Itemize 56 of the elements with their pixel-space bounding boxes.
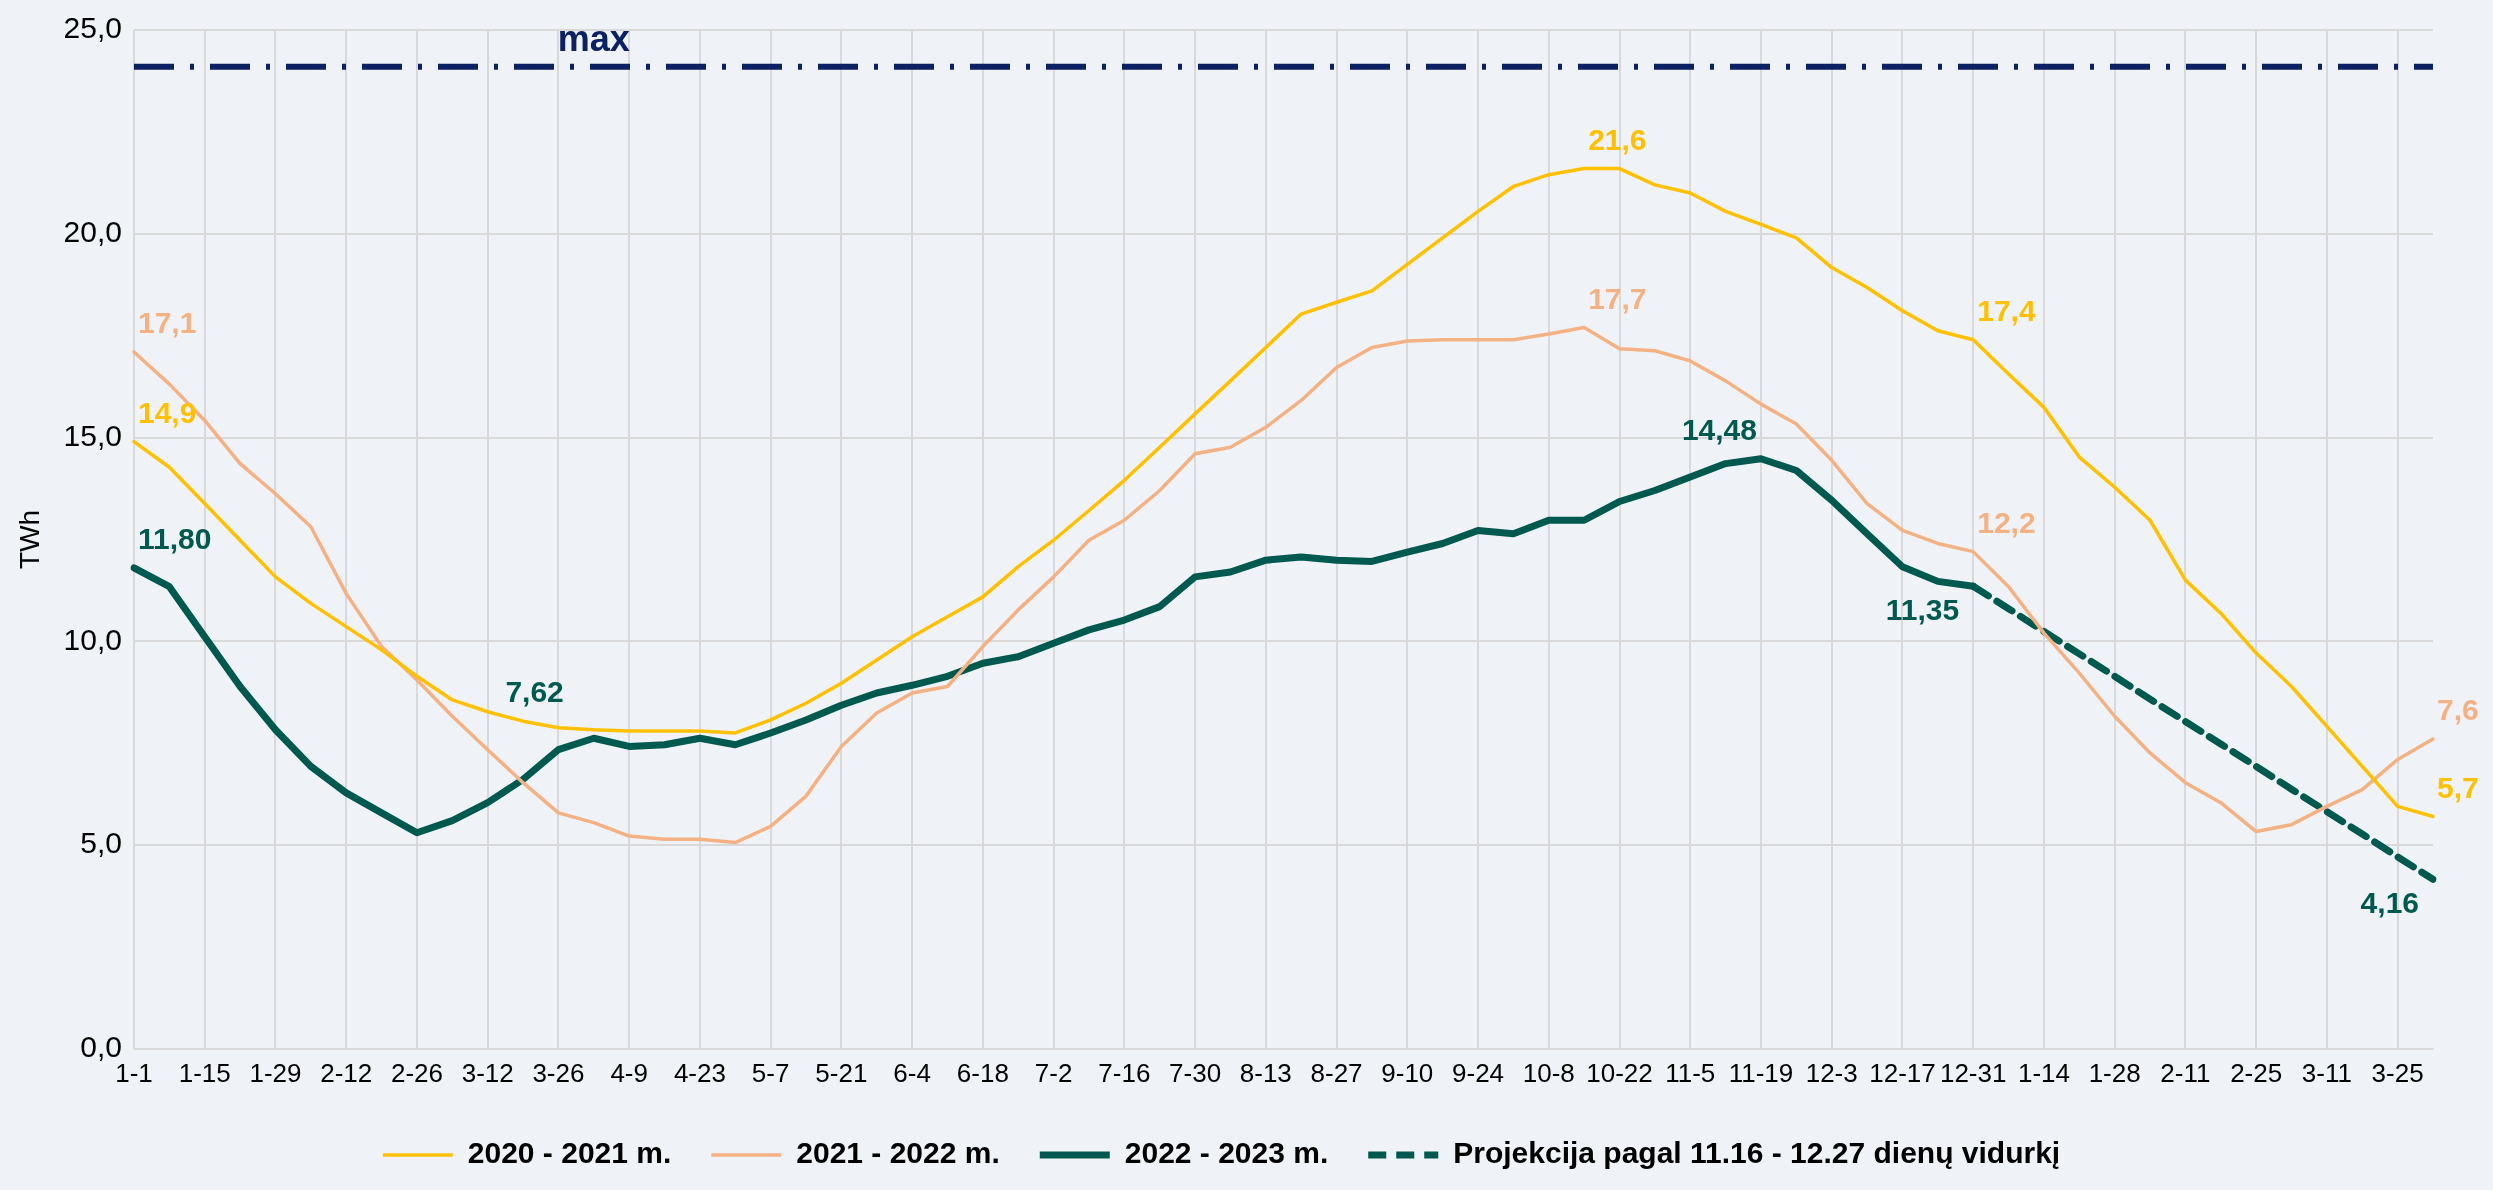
x-tick-label: 3-11 [2301, 1057, 2352, 1088]
x-tick-label: 4-23 [673, 1057, 726, 1088]
y-tick-label: 20,0 [63, 215, 122, 249]
x-tick-label: 1-14 [2017, 1057, 2070, 1088]
x-tick-label: 5-7 [751, 1057, 790, 1088]
x-tick-label: 3-26 [532, 1057, 585, 1088]
y-tick-label: 10,0 [63, 622, 122, 656]
data-label: 7,62 [505, 674, 564, 708]
data-label: 14,9 [137, 395, 197, 429]
x-tick-label: 4-9 [610, 1057, 648, 1088]
x-tick-label: 8-13 [1239, 1057, 1292, 1088]
legend-label: 2022 - 2023 m. [1124, 1136, 1329, 1170]
y-tick-label: 5,0 [80, 826, 122, 860]
x-tick-label: 12-31 [1939, 1057, 2007, 1088]
data-label: 7,6 [2437, 693, 2479, 727]
x-tick-label: 1-28 [2088, 1057, 2141, 1088]
x-tick-label: 7-30 [1169, 1057, 1222, 1088]
x-tick-label: 7-2 [1034, 1057, 1073, 1088]
x-tick-label: 6-4 [893, 1057, 931, 1088]
x-tick-label: 11-5 [1665, 1057, 1716, 1088]
data-label: 11,80 [137, 522, 212, 556]
data-label: 17,7 [1588, 281, 1647, 315]
x-tick-label: 1-29 [249, 1057, 302, 1088]
data-label: 21,6 [1588, 122, 1647, 156]
ref-line-label: max [557, 17, 630, 59]
x-tick-label: 2-26 [390, 1057, 443, 1088]
y-axis-title: TWh [13, 509, 45, 569]
x-tick-label: 1-15 [178, 1057, 231, 1088]
x-tick-label: 12-3 [1805, 1057, 1858, 1088]
x-tick-label: 6-18 [956, 1057, 1009, 1088]
x-tick-label: 7-16 [1098, 1057, 1151, 1088]
legend-label: 2020 - 2021 m. [467, 1136, 672, 1170]
x-tick-label: 10-22 [1586, 1057, 1653, 1088]
legend-label: 2021 - 2022 m. [796, 1136, 1000, 1170]
y-tick-label: 15,0 [63, 418, 122, 452]
data-label: 4,16 [2360, 885, 2419, 919]
y-tick-label: 25,0 [63, 11, 122, 45]
data-label: 17,1 [137, 306, 197, 340]
data-label: 12,2 [1977, 505, 2036, 539]
x-tick-label: 3-12 [461, 1057, 514, 1088]
legend-label: Projekcija pagal 11.16 - 12.27 dienų vidurkį [1453, 1136, 2061, 1170]
x-tick-label: 9-24 [1452, 1057, 1505, 1088]
x-tick-label: 10-8 [1522, 1057, 1575, 1088]
x-tick-label: 3-25 [2371, 1057, 2424, 1088]
x-tick-label: 9-10 [1381, 1057, 1434, 1088]
x-tick-label: 2-11 [2160, 1057, 2211, 1088]
x-tick-label: 2-12 [320, 1057, 373, 1088]
data-label: 11,35 [1885, 592, 1960, 626]
data-label: 17,4 [1977, 293, 2036, 327]
x-tick-label: 2-25 [2230, 1057, 2283, 1088]
data-label: 5,7 [2437, 770, 2479, 804]
data-label: 14,48 [1681, 412, 1757, 446]
x-tick-label: 5-21 [815, 1057, 868, 1088]
x-tick-label: 12-17 [1869, 1057, 1936, 1088]
x-tick-label: 8-27 [1310, 1057, 1363, 1088]
x-tick-label: 11-19 [1728, 1057, 1794, 1088]
